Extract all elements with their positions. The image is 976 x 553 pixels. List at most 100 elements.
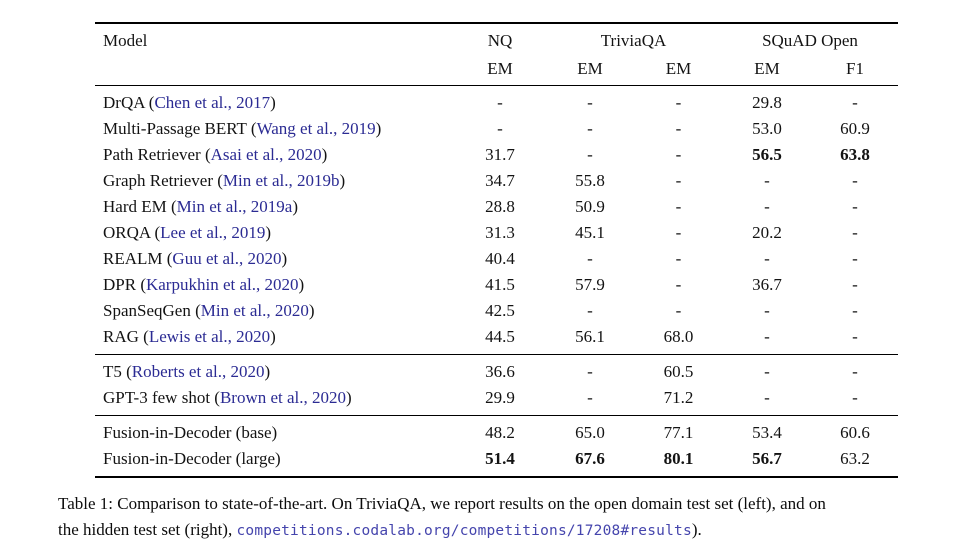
value-cell: - — [764, 326, 770, 346]
model-cell: GPT-3 few shot (Brown et al., 2020) — [95, 385, 455, 416]
model-name: REALM ( — [103, 248, 173, 268]
citation-close-paren: ) — [270, 326, 276, 346]
value-cell: 53.4 — [752, 422, 782, 442]
value-cell: - — [764, 300, 770, 320]
model-name: T5 ( — [103, 361, 132, 381]
header-metric-squad-em: EM — [754, 59, 780, 78]
value-cell: 63.8 — [840, 144, 870, 164]
value-cell: - — [675, 248, 682, 268]
citation-close-paren: ) — [298, 274, 305, 294]
value-cell: 36.7 — [752, 274, 782, 294]
citation-close-paren: ) — [321, 144, 328, 164]
citation-close-paren: ) — [308, 300, 315, 320]
model-cell: Path Retriever (Asai et al., 2020) — [95, 142, 455, 168]
model-name: DPR ( — [103, 274, 146, 294]
citation-link[interactable]: Roberts et al., 2020 — [131, 361, 265, 381]
value-cell: - — [764, 361, 770, 381]
value-cell: - — [852, 222, 858, 242]
value-cell: - — [852, 170, 858, 190]
header-group-squad-open: SQuAD Open — [762, 31, 858, 50]
value-cell: - — [587, 361, 593, 381]
header-metric-row: EM EM EM EM F1 — [95, 55, 898, 85]
citation-link[interactable]: Brown et al., 2020 — [219, 387, 347, 407]
value-cell: 77.1 — [663, 422, 694, 442]
citation-close-paren: ) — [346, 387, 352, 407]
value-cell: - — [764, 387, 770, 407]
table-row: ORQA (Lee et al., 2019) 31.3 45.1 - 20.2 - — [95, 220, 898, 246]
model-name: RAG ( — [103, 326, 149, 346]
header-metric-empty — [95, 55, 455, 85]
value-cell: 60.5 — [663, 361, 694, 381]
caption-url-link[interactable]: competitions.codalab.org/competitions/17… — [236, 523, 692, 539]
table-row: Path Retriever (Asai et al., 2020) 31.7 - -… — [95, 142, 898, 168]
model-name: DrQA ( — [103, 92, 155, 112]
citation-link[interactable]: Karpukhin et al., 2020 — [145, 274, 299, 294]
value-cell: - — [675, 144, 682, 164]
value-cell: 28.8 — [485, 196, 515, 216]
table-row: Graph Retriever (Min et al., 2019b) 34.7 5… — [95, 168, 898, 194]
value-cell: 40.4 — [485, 248, 515, 268]
model-cell: Graph Retriever (Min et al., 2019b) — [95, 168, 455, 194]
table-body-fusion-in-decoder: Fusion-in-Decoder (base) 48.2 65.0 77.1 53.4… — [95, 415, 898, 477]
citation-link[interactable]: Guu et al., 2020 — [172, 248, 282, 268]
table-row: Multi-Passage BERT (Wang et al., 2019) - -… — [95, 116, 898, 142]
table-row: Hard EM (Min et al., 2019a) 28.8 50.9 - - - — [95, 194, 898, 220]
header-group-row: Model NQ TriviaQA SQuAD Open — [95, 23, 898, 55]
model-cell: ORQA (Lee et al., 2019) — [95, 220, 455, 246]
model-cell: DrQA (Chen et al., 2017) — [95, 85, 455, 116]
value-cell: 36.6 — [485, 361, 515, 381]
value-cell: 68.0 — [663, 326, 694, 346]
value-cell: - — [852, 92, 858, 112]
citation-close-paren: ) — [292, 196, 298, 216]
value-cell: - — [675, 92, 682, 112]
citation-link[interactable]: Min et al., 2019a — [176, 196, 293, 216]
value-cell: - — [587, 118, 593, 138]
model-name: GPT-3 few shot ( — [103, 387, 220, 407]
citation-close-paren: ) — [270, 92, 276, 112]
value-cell: 20.2 — [752, 222, 782, 242]
model-name: Fusion-in-Decoder (large) — [103, 448, 281, 468]
header-metric-tqa-em1: EM — [577, 59, 603, 78]
value-cell: 41.5 — [485, 274, 515, 294]
value-cell: - — [852, 274, 858, 294]
results-table: Model NQ TriviaQA SQuAD Open EM EM EM EM… — [95, 22, 898, 478]
table-row: RAG (Lewis et al., 2020) 44.5 56.1 68.0 - - — [95, 324, 898, 355]
citation-link[interactable]: Lee et al., 2019 — [160, 222, 266, 242]
value-cell: - — [587, 248, 593, 268]
value-cell: 50.9 — [575, 196, 605, 216]
model-cell: T5 (Roberts et al., 2020) — [95, 354, 455, 385]
model-cell: RAG (Lewis et al., 2020) — [95, 324, 455, 355]
citation-link[interactable]: Lewis et al., 2020 — [148, 326, 271, 346]
value-cell: 31.7 — [485, 144, 515, 164]
citation-link[interactable]: Wang et al., 2019 — [256, 118, 376, 138]
header-metric-nq-em: EM — [487, 59, 513, 78]
citation-link[interactable]: Min et al., 2019b — [222, 170, 340, 190]
header-group-triviaqa: TriviaQA — [600, 31, 667, 50]
value-cell: 34.7 — [485, 170, 515, 190]
value-cell: - — [764, 196, 770, 216]
citation-link[interactable]: Min et al., 2020 — [200, 300, 309, 320]
model-name: Hard EM ( — [103, 196, 177, 216]
model-cell: DPR (Karpukhin et al., 2020) — [95, 272, 455, 298]
value-cell: 55.8 — [575, 170, 605, 190]
citation-link[interactable]: Chen et al., 2017 — [154, 92, 271, 112]
value-cell: 57.9 — [575, 274, 605, 294]
header-group-nq: NQ — [487, 31, 513, 50]
value-cell: 60.6 — [840, 422, 870, 442]
table-row: Fusion-in-Decoder (base) 48.2 65.0 77.1 53.4… — [95, 415, 898, 446]
value-cell: 56.1 — [575, 326, 605, 346]
value-cell: - — [852, 361, 858, 381]
table-header: Model NQ TriviaQA SQuAD Open EM EM EM EM… — [95, 23, 898, 85]
caption-line2-suffix: ). — [691, 520, 702, 539]
header-model: Model — [103, 31, 148, 50]
citation-close-paren: ) — [339, 170, 346, 190]
value-cell: 48.2 — [485, 422, 515, 442]
value-cell: 80.1 — [663, 448, 694, 468]
citation-link[interactable]: Asai et al., 2020 — [210, 144, 322, 164]
citation-close-paren: ) — [281, 248, 288, 268]
value-cell: - — [764, 170, 770, 190]
header-metric-tqa-em2: EM — [665, 59, 692, 78]
value-cell: - — [675, 170, 682, 190]
table-row: SpanSeqGen (Min et al., 2020) 42.5 - - - - — [95, 298, 898, 324]
